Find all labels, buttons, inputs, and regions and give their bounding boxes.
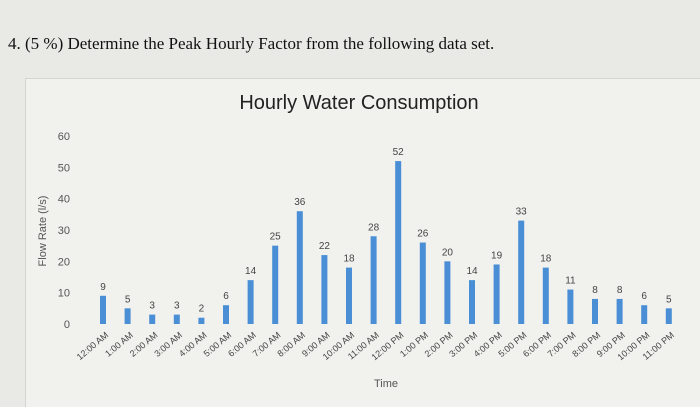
data-label: 18 <box>343 254 355 265</box>
data-label: 3 <box>149 301 155 312</box>
bar <box>395 161 402 324</box>
bar <box>542 267 549 324</box>
data-label: 5 <box>125 294 131 305</box>
bar <box>518 220 525 324</box>
data-label: 3 <box>174 301 180 312</box>
x-axis-label: Time <box>374 378 398 390</box>
bar <box>493 264 500 324</box>
bar <box>616 298 623 324</box>
data-label: 6 <box>641 291 647 302</box>
data-label: 8 <box>592 285 598 296</box>
data-label: 6 <box>223 291 229 302</box>
bar <box>272 245 279 324</box>
data-label: 2 <box>199 304 205 315</box>
y-axis-label: Flow Rate (l/s) <box>37 196 49 267</box>
data-label: 19 <box>491 250 503 261</box>
bar <box>149 314 156 324</box>
y-tick-label: 50 <box>58 162 70 174</box>
chart-title: Hourly Water Consumption <box>239 92 478 114</box>
data-label: 11 <box>565 276 576 287</box>
y-tick-label: 0 <box>64 319 70 331</box>
bar <box>100 295 106 324</box>
y-tick-label: 40 <box>58 194 70 206</box>
data-label: 28 <box>368 222 380 233</box>
data-label: 14 <box>245 266 257 277</box>
bar <box>198 317 205 324</box>
bar <box>173 314 180 324</box>
bar <box>469 280 475 324</box>
bar <box>370 236 377 324</box>
bar <box>665 308 672 324</box>
y-tick-label: 10 <box>58 288 70 300</box>
y-axis-ticks: 0 10 20 30 40 50 60 <box>58 131 70 331</box>
data-label: 5 <box>666 294 672 305</box>
bar <box>419 242 426 324</box>
x-axis-category-labels: 12:00 AM1:00 AM2:00 AM3:00 AM4:00 AM5:00… <box>75 330 676 362</box>
question-text: 4. (5 %) Determine the Peak Hourly Facto… <box>8 34 495 53</box>
x-category-label: 12:00 AM <box>75 330 111 362</box>
bar <box>346 267 352 324</box>
bar <box>124 308 131 324</box>
data-label: 26 <box>417 229 429 240</box>
data-label: 52 <box>393 147 405 158</box>
data-label: 20 <box>442 247 454 258</box>
data-label: 36 <box>294 197 306 208</box>
bar <box>296 211 303 324</box>
bars-group <box>100 161 672 324</box>
bar-chart: Hourly Water Consumption 0 10 20 30 40 50 60 9… <box>37 92 676 390</box>
data-label: 9 <box>100 282 106 293</box>
y-tick-label: 30 <box>58 225 70 237</box>
bar <box>592 298 598 324</box>
data-label: 22 <box>319 241 331 252</box>
bar <box>321 255 328 324</box>
data-label: 8 <box>617 285 623 296</box>
chart-card: Hourly Water Consumption 0 10 20 30 40 50 60 9… <box>25 78 700 407</box>
data-label: 18 <box>540 254 552 265</box>
bar <box>444 261 451 324</box>
y-tick-label: 60 <box>58 131 70 143</box>
bar <box>247 280 254 324</box>
y-tick-label: 20 <box>58 256 70 268</box>
bar <box>223 305 229 324</box>
bar <box>641 305 648 324</box>
data-label: 33 <box>516 207 528 218</box>
data-label: 14 <box>466 266 478 277</box>
data-label: 25 <box>270 232 282 243</box>
bar <box>567 289 574 324</box>
